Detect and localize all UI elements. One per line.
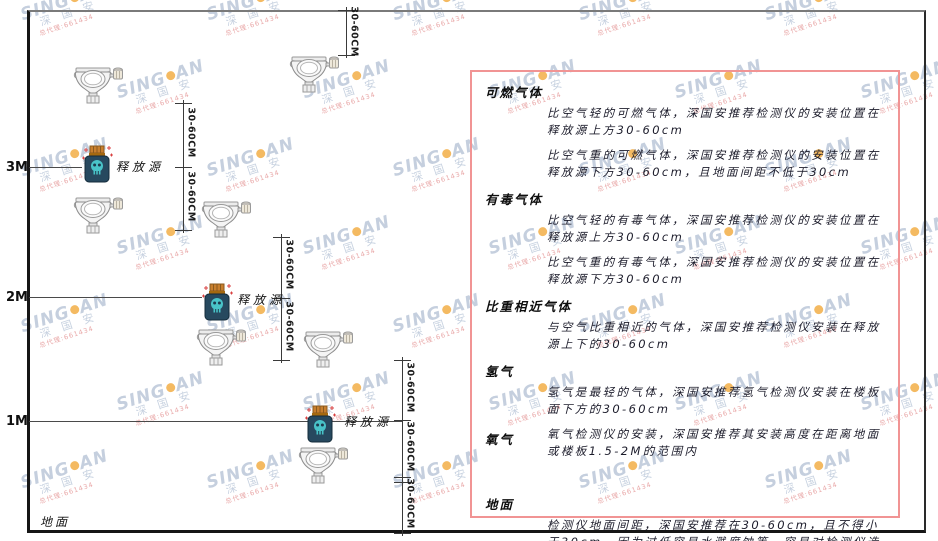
- watermark-dot-icon: [254, 0, 266, 3]
- guideline-sections: 可燃气体 比空气轻的可燃气体，深国安推荐检测仪的安装位置在释放源上方30-60cm…: [485, 82, 885, 541]
- dimension-tick: [175, 230, 192, 231]
- section-paragraph: 氧气检测仪的安装，深国安推荐其安装高度在距离地面或楼板1.5-2M的范围内: [547, 427, 881, 458]
- section-heading: 可燃气体: [485, 85, 544, 100]
- height-marker-3m: 3M: [6, 160, 28, 175]
- guideline-section: 地面检测仪地面间距，深国安推荐在30-60cm，且不得小于30cm，因为过低容易…: [485, 494, 885, 541]
- gas-detector: [194, 324, 246, 366]
- dimension-tick: [273, 298, 290, 299]
- section-heading: 氧气: [485, 432, 515, 447]
- watermark-dot-icon: [440, 0, 452, 3]
- gas-detector: [296, 442, 348, 484]
- dimension-label: 30-60CM: [283, 239, 295, 290]
- height-marker-2m: 2M: [6, 290, 28, 305]
- dimension-line: [402, 357, 403, 536]
- section-paragraph: 比空气重的有毒气体，深国安推荐检测仪的安装位置在释放源下方30-60cm: [547, 255, 881, 286]
- gas-detector-icon: [298, 447, 348, 484]
- gas-detector: [71, 192, 123, 234]
- section-heading: 有毒气体: [485, 192, 544, 207]
- dimension-line: [183, 100, 184, 233]
- guide-line-1m: [29, 421, 403, 422]
- dimension-tick: [338, 10, 355, 11]
- release-source-icon: [202, 283, 233, 321]
- dimension-label: 30-60CM: [185, 107, 197, 158]
- gas-detector-icon: [289, 56, 339, 93]
- dimension-tick: [175, 103, 192, 104]
- section-paragraph: 比空气轻的可燃气体，深国安推荐检测仪的安装位置在释放源上方30-60cm: [547, 106, 881, 137]
- dimension-tick: [394, 360, 411, 361]
- release-source-label: 释放源: [237, 293, 286, 307]
- dimension-label: 30-60CM: [404, 421, 416, 472]
- guideline-section: 氧气 氧气检测仪的安装，深国安推荐其安装高度在距离地面或楼板1.5-2M的范围内: [485, 426, 885, 468]
- section-paragraph: 比空气重的可燃气体，深国安推荐检测仪的安装位置在释放源下方30-60cm，且地面…: [547, 148, 881, 179]
- release-source-label: 释放源: [116, 160, 165, 174]
- section-paragraph: 与空气比重相近的气体，深国安推荐检测仪安装在释放源上下的30-60cm: [547, 320, 881, 351]
- gas-detector-icon: [201, 201, 251, 238]
- gas-detector: [287, 51, 339, 93]
- section-heading: 氢气: [485, 364, 515, 379]
- guideline-section: 比重相近气体与空气比重相近的气体，深国安推荐检测仪安装在释放源上下的30-60c…: [485, 296, 885, 352]
- dimension-tick: [394, 420, 411, 421]
- guideline-section: 氢气氢气是最轻的气体，深国安推荐氢气检测仪安装在楼板面下方的30-60cm: [485, 361, 885, 417]
- dimension-tick: [394, 477, 411, 478]
- section-paragraph: 检测仪地面间距，深国安推荐在30-60cm，且不得小于30cm，因为过低容易水溅…: [547, 518, 879, 541]
- gas-detector: [71, 62, 123, 104]
- release-source: [303, 405, 337, 443]
- gas-detector-icon: [73, 67, 123, 104]
- guideline-section: 有毒气体 比空气轻的有毒气体，深国安推荐检测仪的安装位置在释放源上方30-60cm…: [485, 189, 885, 287]
- gas-detector: [199, 196, 251, 238]
- gas-detector: [301, 326, 353, 368]
- gas-detector-icon: [303, 331, 353, 368]
- installation-guideline-panel: 可燃气体 比空气轻的可燃气体，深国安推荐检测仪的安装位置在释放源上方30-60cm…: [470, 70, 900, 541]
- release-source-icon: [82, 145, 113, 183]
- watermark-dot-icon: [626, 0, 638, 3]
- dimension-tick: [394, 533, 411, 534]
- dimension-label: 30-60CM: [404, 478, 416, 529]
- dimension-line: [346, 7, 347, 58]
- dimension-tick: [394, 482, 411, 483]
- room-frame: [27, 10, 926, 533]
- dimension-label: 30-60CM: [283, 301, 295, 352]
- dimension-label: 30-60CM: [404, 362, 416, 413]
- section-heading: 地面: [485, 497, 515, 512]
- dimension-label: 30-60CM: [348, 6, 360, 57]
- watermark-dot-icon: [68, 0, 80, 3]
- guide-line-3m: [29, 167, 82, 168]
- watermark-dot-icon: [812, 0, 824, 3]
- section-gap: [485, 475, 885, 491]
- dimension-tick: [338, 55, 355, 56]
- release-source-icon: [305, 405, 336, 443]
- release-source-label: 释放源: [344, 415, 393, 429]
- gas-detector-icon: [196, 329, 246, 366]
- dimension-tick: [175, 167, 192, 168]
- guide-line-2m: [29, 297, 202, 298]
- gas-detector-icon: [73, 197, 123, 234]
- dimension-label: 30-60CM: [185, 171, 197, 222]
- dimension-tick: [273, 237, 290, 238]
- guideline-section: 可燃气体 比空气轻的可燃气体，深国安推荐检测仪的安装位置在释放源上方30-60cm…: [485, 82, 885, 180]
- release-source: [80, 145, 114, 183]
- section-paragraph: 氢气是最轻的气体，深国安推荐氢气检测仪安装在楼板面下方的30-60cm: [547, 385, 881, 416]
- dimension-tick: [273, 360, 290, 361]
- section-paragraph: 比空气轻的有毒气体，深国安推荐检测仪的安装位置在释放源上方30-60cm: [547, 213, 881, 244]
- release-source: [200, 283, 234, 321]
- section-heading: 比重相近气体: [485, 299, 573, 314]
- ground-label: 地面: [40, 515, 71, 529]
- height-marker-1m: 1M: [6, 414, 28, 429]
